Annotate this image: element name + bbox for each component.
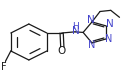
Text: N: N — [105, 35, 113, 45]
Text: O: O — [58, 46, 66, 56]
Text: N: N — [106, 19, 113, 29]
Text: H: H — [72, 22, 79, 31]
Text: N: N — [88, 40, 95, 50]
Text: F: F — [1, 62, 7, 72]
Text: N: N — [87, 15, 94, 25]
Text: N: N — [72, 26, 80, 36]
